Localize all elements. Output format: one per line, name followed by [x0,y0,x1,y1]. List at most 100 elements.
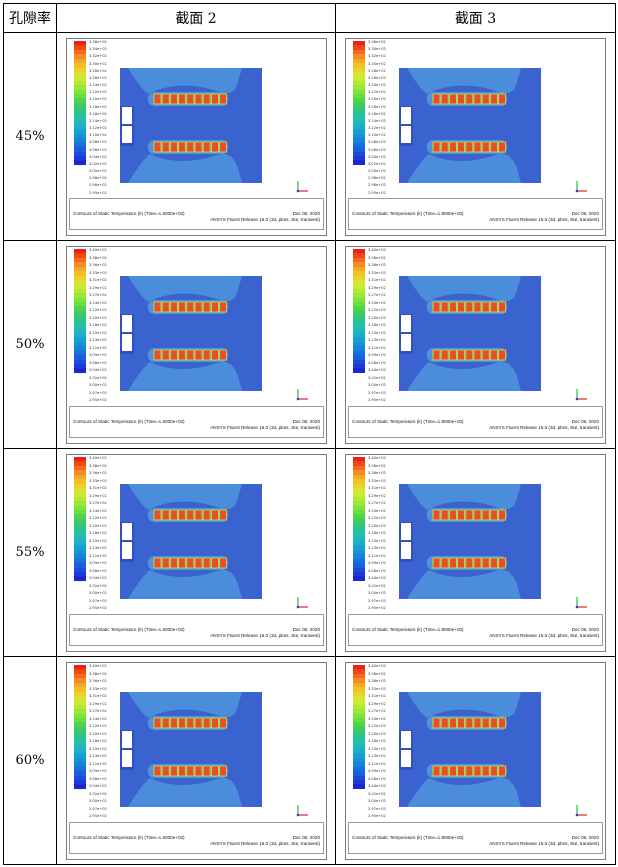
colorbar-tick-label: 3.40e+02 [89,456,107,460]
colorbar-tick-label: 3.30e+02 [368,61,386,66]
heat-fin [473,93,482,105]
colorbar-tick-label: 3.36e+02 [368,679,386,684]
heat-fin [449,93,457,105]
colorbar-tick-label: 3.08e+02 [368,140,386,145]
heat-fin [473,717,482,729]
colorbar-swatch [74,510,86,515]
colorbar-swatch [353,76,365,81]
heat-fin [457,141,465,153]
colorbar-tick-label: 3.20e+02 [368,523,386,528]
colorbar-swatch [74,341,86,347]
colorbar-swatch [74,784,86,789]
colorbar-tick-label: 3.27e+02 [368,709,386,714]
colorbar-swatch [74,718,86,723]
colorbar-swatch [353,355,365,360]
colorbar-tick-label: 3.31e+02 [368,694,386,699]
heat-fin [457,301,465,313]
colorbar-swatch [353,753,365,758]
colorbar-swatch [74,85,86,90]
colorbar-swatch [353,368,365,373]
colorbar-tick-label: 3.33e+02 [89,478,107,483]
colorbar-tick-label: 3.33e+02 [368,270,386,275]
heat-fin [170,349,178,361]
colorbar-swatch [74,695,86,701]
figure-caption: Contours of Static Temperature (k) (Time… [69,614,324,646]
colorbar-swatch [74,779,86,785]
colorbar-tick-label: 3.15e+02 [368,330,386,335]
axis-triad-icon [575,597,587,609]
caption-release: ANSYS Fluent Release 16.0 (3d, pbns, ske… [210,633,320,638]
colorbar-swatch [74,541,86,546]
heat-fin [170,765,178,777]
colorbar-swatch [74,45,86,50]
heat-fin [211,349,219,361]
colorbar-swatch [74,576,86,581]
colorbar-swatch [74,505,86,511]
colorbar-swatch [353,94,365,99]
colorbar-swatch [353,722,365,727]
heat-fin [219,93,227,105]
thermal-plume-lower [128,569,242,599]
colorbar-legend [74,457,86,581]
heat-fin [202,765,211,777]
heat-fin [465,717,474,729]
caption-release: ANSYS Fluent Release 16.0 (3d, pbns, ske… [489,841,599,846]
colorbar-swatch [74,571,86,577]
colorbar-tick-label: 2.95e+02 [368,606,386,611]
colorbar-tick-label: 3.38e+02 [368,463,386,468]
heat-fin [457,765,465,777]
caption-date: Dec 06, 2020 [571,835,599,840]
heat-fin [473,141,482,153]
colorbar-swatch [353,775,365,780]
colorbar-swatch [353,784,365,789]
colorbar-tick-label: 3.38e+02 [368,255,386,260]
colorbar-tick-label: 3.11e+02 [89,761,107,766]
colorbar-swatch [353,567,365,572]
colorbar-swatch [74,253,86,258]
thermal-plume-upper [128,276,242,302]
colorbar-tick-label: 2.97e+02 [368,390,386,395]
heat-fin [481,717,490,729]
thermal-plume-lower [407,777,521,807]
heat-fin [170,717,178,729]
axis-z-icon [575,189,579,193]
colorbar-swatch [74,363,86,369]
colorbar-tick-label: 3.18e+02 [368,531,386,536]
colorbar-tick-label: 3.32e+02 [368,54,386,59]
colorbar-swatch [74,496,86,502]
caption-release: ANSYS Fluent Release 16.0 (3d, pbns, ske… [210,217,320,222]
heat-fin [178,349,186,361]
colorbar-swatch [74,49,86,55]
axis-triad-icon [575,181,587,193]
colorbar-swatch [74,549,86,555]
colorbar-swatch [74,470,86,475]
heat-fin [161,301,170,313]
colorbar-tick-label: 3.04e+02 [368,368,386,373]
heat-fin [440,509,449,521]
colorbar-swatch [353,125,365,130]
heat-fin [498,717,506,729]
colorbar-swatch [74,687,86,692]
figure-caption: Contours of Static Temperature (k) (Time… [69,822,324,854]
colorbar-swatch [353,465,365,471]
colorbar-swatch [74,704,86,710]
colorbar-tick-label: 3.13e+02 [89,338,107,343]
heat-fin [498,349,506,361]
colorbar-swatch [353,563,365,568]
heat-fin [170,557,178,569]
header-section-2: 截面 2 [56,3,336,33]
caption-release: ANSYS Fluent Release 16.0 (3d, pbns, ske… [210,841,320,846]
colorbar-ticks: 3.36e+02 3.34e+02 3.32e+02 3.30e+02 3.28e+02… [368,39,408,197]
colorbar-swatch [74,288,86,294]
colorbar-tick-label: 3.04e+02 [89,154,107,159]
colorbar-tick-label: 3.33e+02 [368,478,386,483]
caption-release: ANSYS Fluent Release 16.0 (3d, pbns, ske… [210,425,320,430]
colorbar-swatch [353,315,365,320]
colorbar-swatch [74,665,86,670]
heat-fin [481,301,490,313]
heat-fin [153,349,162,361]
heat-fin [432,557,441,569]
heat-fin [440,765,449,777]
heat-fin [219,301,227,313]
caption-title: Contours of Static Temperature (k) (Time… [73,419,185,424]
